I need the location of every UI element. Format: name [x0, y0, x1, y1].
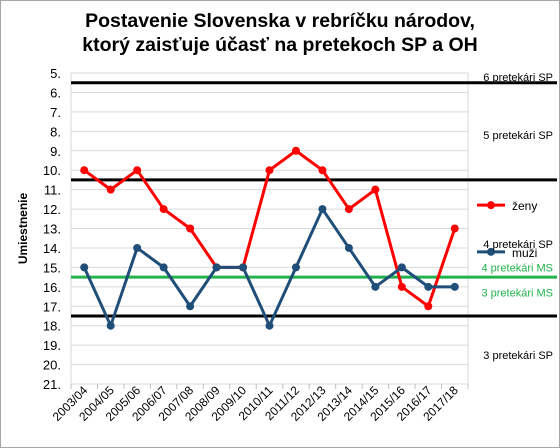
data-point-muži [291, 263, 300, 272]
data-point-muži [318, 205, 327, 214]
y-tick-label: 9. [50, 144, 61, 159]
data-point-ženy [291, 146, 300, 155]
zone-label: 4 pretekári SP [483, 239, 553, 251]
y-tick-label: 15. [43, 260, 61, 275]
zone-label: 3 pretekári SP [483, 350, 553, 362]
data-point-ženy [318, 166, 327, 175]
y-tick-label: 5. [50, 66, 61, 81]
y-tick-label: 19. [43, 338, 61, 353]
plot-area [70, 72, 469, 385]
data-point-muži [371, 282, 380, 291]
data-point-muži [212, 263, 221, 272]
y-tick-label: 8. [50, 124, 61, 139]
y-tick-label: 17. [43, 299, 61, 314]
legend-marker-muži [487, 247, 495, 256]
zone-label: 4 pretekári MS [481, 262, 553, 274]
y-tick-label: 14. [43, 241, 61, 256]
data-point-ženy [450, 224, 459, 233]
y-axis-title: Umiestnenie [16, 192, 30, 264]
data-point-muži [106, 321, 115, 330]
data-point-ženy [265, 166, 274, 175]
data-point-ženy [186, 224, 195, 233]
y-tick-label: 6. [50, 85, 61, 100]
legend-label-ženy: ženy [512, 199, 537, 213]
zone-label: 6 pretekári SP [483, 72, 553, 84]
data-point-ženy [424, 302, 433, 311]
y-tick-label: 11. [44, 183, 61, 198]
y-tick-label: 16. [43, 280, 61, 295]
data-point-muži [186, 302, 195, 311]
chart-title: Postavenie Slovenska v rebríčku národov,… [1, 9, 559, 57]
data-point-ženy [344, 205, 353, 214]
y-tick-label: 21. [43, 377, 61, 392]
zone-label: 3 pretekári MS [481, 288, 553, 300]
chart-title-line-2: ktorý zaisťuje účasť na pretekoch SP a O… [82, 34, 478, 56]
data-point-ženy [80, 166, 89, 175]
data-point-muži [80, 263, 89, 272]
y-tick-label: 13. [43, 222, 61, 237]
data-point-muži [450, 282, 459, 291]
data-point-muži [344, 243, 353, 252]
data-point-muži [265, 321, 274, 330]
data-point-ženy [159, 205, 168, 214]
y-tick-label: 18. [43, 319, 61, 334]
data-point-muži [159, 263, 168, 272]
data-point-muži [133, 243, 142, 252]
zone-label: 5 pretekári SP [483, 130, 553, 142]
data-point-ženy [371, 185, 380, 194]
data-point-ženy [133, 166, 142, 175]
data-point-ženy [397, 282, 406, 291]
y-tick-label: 12. [43, 202, 61, 217]
data-point-muži [397, 263, 406, 272]
data-point-muži [424, 282, 433, 291]
y-tick-label: 7. [50, 105, 61, 120]
data-point-muži [239, 263, 248, 272]
legend-marker-ženy [487, 201, 495, 210]
y-tick-label: 10. [43, 163, 61, 178]
y-tick-label: 20. [43, 358, 61, 373]
data-point-ženy [106, 185, 115, 194]
legend-label-muži: muži [512, 246, 537, 260]
chart-title-line-1: Postavenie Slovenska v rebríčku národov, [85, 10, 475, 32]
